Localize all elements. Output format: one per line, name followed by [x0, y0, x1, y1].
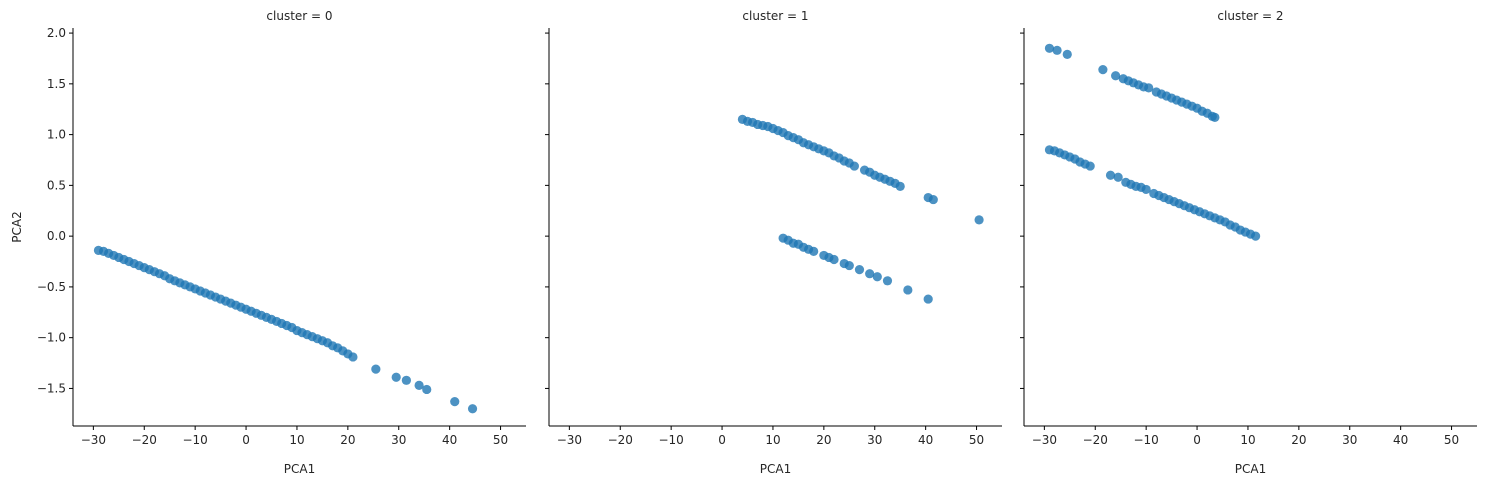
data-point — [348, 352, 358, 362]
x-tick-label: 30 — [391, 433, 406, 447]
y-tick-label: 0.0 — [47, 229, 66, 243]
data-point — [928, 194, 938, 205]
data-point — [849, 161, 859, 171]
data-point — [974, 215, 984, 225]
data-point — [1105, 170, 1116, 180]
data-point — [1250, 231, 1261, 241]
data-point — [1113, 172, 1123, 182]
data-point — [854, 265, 865, 275]
data-point — [903, 285, 913, 295]
data-point — [1141, 184, 1151, 195]
data-point — [1044, 43, 1055, 53]
data-point — [844, 260, 854, 271]
x-tick-label: 40 — [918, 433, 933, 447]
y-tick-label: −1.0 — [37, 331, 66, 345]
data-point — [809, 246, 819, 256]
x-tick-label: 20 — [816, 433, 831, 447]
y-tick-label: −0.5 — [37, 280, 66, 294]
data-point — [1210, 112, 1220, 122]
data-point — [829, 254, 839, 265]
data-point — [895, 181, 905, 191]
y-tick-label: 1.0 — [47, 128, 66, 142]
x-tick-label: −10 — [182, 433, 207, 447]
x-tick-label: 20 — [1291, 433, 1306, 447]
facet-panel-1: cluster = 1 −30 −20 −10 0 10 20 30 40 50 PCA1 — [545, 9, 1002, 476]
data-point — [872, 272, 882, 282]
data-point — [467, 404, 478, 414]
facet-panels: cluster = 0 −30 −20 −10 0 10 20 30 40 50 −1.5 −1.0 −… — [10, 9, 1477, 476]
panel-title: cluster = 2 — [1217, 9, 1283, 23]
panel-title: cluster = 0 — [266, 9, 332, 23]
x-tick-label: 30 — [867, 433, 882, 447]
data-point — [1111, 71, 1121, 81]
x-tick-label: 40 — [442, 433, 457, 447]
data-point — [391, 372, 401, 382]
data-point — [1052, 45, 1062, 55]
x-tick-label: −20 — [1083, 433, 1108, 447]
data-point — [1062, 49, 1072, 59]
x-tick-label: −10 — [658, 433, 683, 447]
y-axis-label: PCA2 — [10, 211, 24, 242]
x-tick-label: 0 — [718, 433, 726, 447]
panel-title: cluster = 1 — [742, 9, 808, 23]
x-tick-label: −20 — [132, 433, 157, 447]
data-point — [371, 364, 381, 374]
data-point — [1085, 161, 1095, 171]
x-axis-label: PCA1 — [760, 462, 791, 476]
data-point — [882, 276, 893, 286]
x-tick-label: −30 — [557, 433, 582, 447]
y-tick-label: −1.5 — [37, 381, 66, 395]
x-axis-label: PCA1 — [284, 462, 315, 476]
x-axis-label: PCA1 — [1235, 462, 1266, 476]
x-tick-label: 50 — [493, 433, 508, 447]
x-tick-label: 0 — [1193, 433, 1201, 447]
y-tick-label: 2.0 — [47, 26, 66, 40]
x-tick-label: 50 — [969, 433, 984, 447]
x-tick-label: −10 — [1133, 433, 1158, 447]
x-tick-label: 0 — [242, 433, 250, 447]
x-tick-label: 50 — [1444, 433, 1459, 447]
x-tick-label: −30 — [81, 433, 106, 447]
x-tick-label: 10 — [765, 433, 780, 447]
x-tick-label: −20 — [608, 433, 633, 447]
data-point — [1098, 65, 1108, 75]
data-point — [414, 380, 424, 390]
x-tick-label: −30 — [1032, 433, 1057, 447]
x-tick-label: 20 — [340, 433, 355, 447]
data-point — [450, 397, 460, 407]
y-tick-label: 0.5 — [47, 178, 66, 192]
facet-panel-2: cluster = 2 −30 −20 −10 0 10 20 30 40 50 PCA1 — [1020, 9, 1477, 476]
data-point — [923, 294, 933, 304]
data-point — [865, 269, 875, 279]
data-point — [422, 384, 432, 395]
x-tick-label: 10 — [1240, 433, 1255, 447]
y-tick-label: 1.5 — [47, 77, 66, 91]
facet-panel-0: cluster = 0 −30 −20 −10 0 10 20 30 40 50 −1.5 −1.0 −… — [10, 9, 526, 476]
data-point — [1144, 83, 1154, 93]
data-point — [401, 375, 411, 385]
x-tick-label: 10 — [289, 433, 304, 447]
x-tick-label: 40 — [1393, 433, 1408, 447]
x-tick-label: 30 — [1342, 433, 1357, 447]
